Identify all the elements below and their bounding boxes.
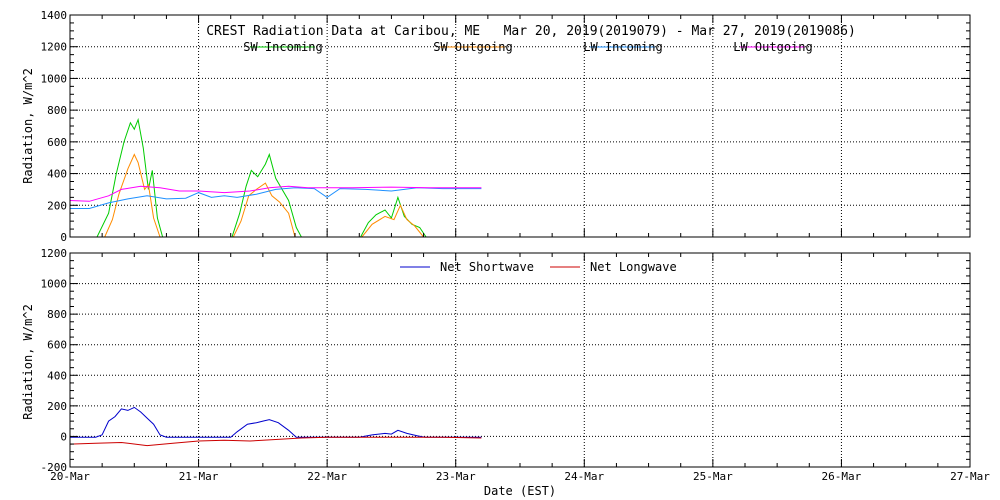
y-tick-label: 1200 bbox=[41, 247, 68, 260]
x-tick-label: 25-Mar bbox=[693, 470, 733, 483]
top-grid bbox=[70, 15, 970, 237]
y-tick-label: 400 bbox=[47, 369, 67, 382]
bottom-legend: Net Shortwave Net Longwave bbox=[400, 260, 677, 274]
x-axis-title: Date (EST) bbox=[484, 484, 556, 498]
legend-label: Net Longwave bbox=[590, 260, 677, 274]
legend-label: Net Shortwave bbox=[440, 260, 534, 274]
top-legend: SW Incoming SW Outgoing LW Incoming LW Outg… bbox=[243, 40, 812, 54]
series-line-net-longwave bbox=[69, 436, 482, 447]
y-tick-label: 600 bbox=[47, 339, 67, 352]
x-tick-label: 22-Mar bbox=[307, 470, 347, 483]
top-ytick-labels: 0 200 400 600 800 1000 1200 1400 bbox=[41, 9, 68, 244]
x-tick-label: 20-Mar bbox=[50, 470, 90, 483]
y-tick-label: 800 bbox=[47, 104, 67, 117]
bottom-panel: -200 0 200 400 600 800 1000 1200 20-Mar 21-Mar 22… bbox=[21, 247, 990, 498]
y-tick-label: 1200 bbox=[41, 41, 68, 54]
bottom-ticks bbox=[69, 252, 971, 468]
series-line-lw-outgoing bbox=[69, 185, 482, 202]
series-line-net-shortwave bbox=[70, 406, 482, 438]
x-tick-label: 21-Mar bbox=[179, 470, 219, 483]
top-y-axis-title: Radiation, W/m^2 bbox=[21, 68, 35, 184]
legend-label: SW Outgoing bbox=[433, 40, 512, 54]
y-tick-label: 0 bbox=[60, 231, 67, 244]
bottom-grid bbox=[70, 253, 970, 467]
x-tick-label: 24-Mar bbox=[564, 470, 604, 483]
series-line-lw-incoming bbox=[70, 187, 482, 209]
y-tick-label: 1400 bbox=[41, 9, 68, 22]
bottom-series-group bbox=[69, 406, 482, 447]
top-panel: 0 200 400 600 800 1000 1200 1400 CREST Radiatio… bbox=[21, 9, 971, 244]
x-tick-label: 26-Mar bbox=[822, 470, 862, 483]
y-tick-label: 200 bbox=[47, 400, 67, 413]
legend-label: SW Incoming bbox=[243, 40, 322, 54]
x-tick-label: 23-Mar bbox=[436, 470, 476, 483]
y-tick-label: 800 bbox=[47, 308, 67, 321]
y-tick-label: 400 bbox=[47, 168, 67, 181]
y-tick-label: -200 bbox=[41, 461, 68, 474]
legend-label: LW Outgoing bbox=[733, 40, 812, 54]
y-tick-label: 200 bbox=[47, 199, 67, 212]
y-tick-label: 0 bbox=[60, 430, 67, 443]
x-tick-label: 27-Mar bbox=[950, 470, 990, 483]
series-line-sw-incoming bbox=[96, 117, 427, 238]
y-tick-label: 1000 bbox=[41, 72, 68, 85]
top-series-group bbox=[69, 117, 482, 238]
top-ticks bbox=[69, 14, 971, 238]
x-tick-labels: 20-Mar 21-Mar 22-Mar 23-Mar 24-Mar 25-Mar 26-M… bbox=[50, 470, 990, 483]
bottom-ytick-labels: -200 0 200 400 600 800 1000 1200 bbox=[41, 247, 68, 474]
bottom-y-axis-title: Radiation, W/m^2 bbox=[21, 304, 35, 420]
chart-title: CREST Radiation Data at Caribou, ME Mar … bbox=[206, 24, 856, 39]
y-tick-label: 1000 bbox=[41, 278, 68, 291]
y-tick-label: 600 bbox=[47, 136, 67, 149]
series-line-sw-outgoing bbox=[104, 153, 424, 238]
legend-label: LW Incoming bbox=[583, 40, 662, 54]
